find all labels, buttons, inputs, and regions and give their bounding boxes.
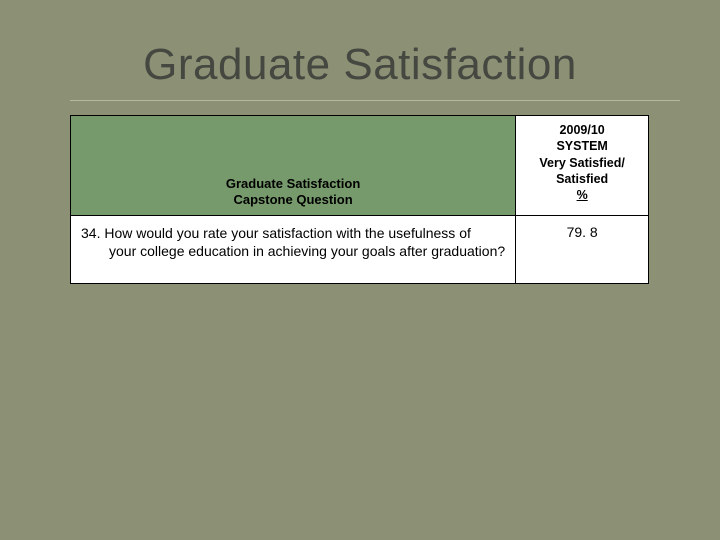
- question-line1: 34. How would you rate your satisfaction…: [81, 225, 471, 241]
- header-right-line1: 2009/10: [560, 123, 605, 137]
- header-left-line1: Graduate Satisfaction: [226, 176, 360, 191]
- satisfaction-table: Graduate Satisfaction Capstone Question …: [70, 115, 649, 284]
- value-cell: 79. 8: [516, 215, 649, 284]
- header-cell-right: 2009/10 SYSTEM Very Satisfied/ Satisfied…: [516, 116, 649, 216]
- header-left-text: Graduate Satisfaction Capstone Question: [79, 176, 507, 209]
- header-right-line4: Satisfied: [556, 172, 608, 186]
- table-header-row: Graduate Satisfaction Capstone Question …: [71, 116, 649, 216]
- question-cell: 34. How would you rate your satisfaction…: [71, 215, 516, 284]
- header-right-line2: SYSTEM: [556, 139, 607, 153]
- header-right-line3: Very Satisfied/: [539, 156, 624, 170]
- table-row: 34. How would you rate your satisfaction…: [71, 215, 649, 284]
- title-divider: [70, 100, 680, 101]
- header-cell-left: Graduate Satisfaction Capstone Question: [71, 116, 516, 216]
- header-left-line2: Capstone Question: [233, 192, 352, 207]
- question-line2: your college education in achieving your…: [81, 242, 505, 261]
- header-right-line5: %: [577, 188, 588, 202]
- slide-title: Graduate Satisfaction: [0, 40, 720, 90]
